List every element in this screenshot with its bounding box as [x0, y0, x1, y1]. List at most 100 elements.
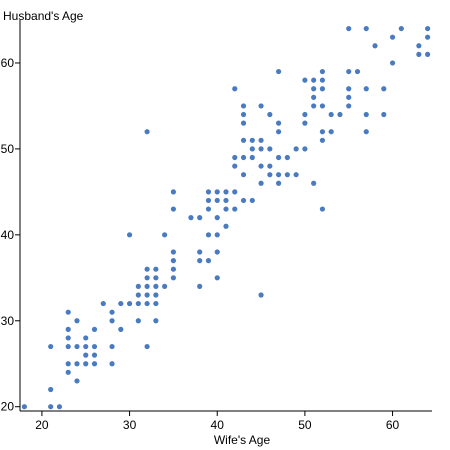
data-point	[83, 335, 89, 341]
data-point	[258, 137, 264, 143]
data-point	[214, 215, 220, 221]
x-tick-label: 40	[211, 418, 225, 432]
data-point	[91, 343, 98, 350]
data-point	[258, 292, 264, 298]
data-point	[170, 258, 177, 264]
y-tick-label: 60	[1, 56, 15, 70]
data-point	[425, 25, 431, 32]
data-point	[144, 283, 150, 289]
data-point	[109, 318, 115, 324]
data-point	[100, 300, 106, 307]
data-point	[214, 275, 220, 281]
data-point	[319, 77, 326, 83]
data-point	[126, 232, 133, 238]
data-point	[275, 180, 282, 186]
data-point	[109, 361, 115, 367]
data-point	[311, 103, 317, 109]
data-point	[48, 404, 54, 410]
data-point	[232, 86, 238, 92]
data-point	[91, 361, 98, 367]
data-point	[389, 60, 396, 66]
data-point	[214, 249, 220, 255]
x-tick-label: 50	[298, 418, 312, 432]
x-tick-label: 60	[386, 418, 400, 432]
data-point	[258, 103, 264, 109]
data-point	[162, 232, 168, 238]
data-point	[109, 343, 115, 350]
data-point	[363, 86, 369, 92]
data-point	[135, 292, 141, 298]
data-point	[319, 206, 326, 212]
data-point	[311, 77, 317, 83]
data-point	[363, 25, 369, 32]
data-point	[302, 77, 308, 83]
data-point	[275, 172, 282, 178]
x-tick-label: 20	[35, 418, 49, 432]
data-point	[354, 68, 361, 75]
data-point	[293, 172, 299, 178]
y-ticks: 20 30 40 50 60	[1, 56, 20, 414]
data-point	[74, 318, 80, 324]
data-point	[249, 154, 255, 161]
data-point	[275, 129, 282, 135]
data-point	[214, 189, 220, 195]
data-point	[48, 386, 54, 393]
data-point	[232, 163, 238, 169]
data-point	[170, 266, 177, 272]
data-point	[153, 266, 159, 272]
data-point	[363, 129, 369, 135]
data-point	[188, 215, 194, 221]
data-point	[319, 103, 326, 109]
data-point	[83, 361, 89, 367]
data-point	[170, 189, 177, 195]
data-point	[65, 309, 71, 315]
y-tick-label: 50	[1, 142, 15, 156]
data-point	[346, 103, 352, 109]
data-point	[83, 352, 89, 358]
data-point	[74, 378, 80, 384]
data-point	[425, 51, 431, 57]
data-point	[205, 258, 212, 264]
data-point	[65, 369, 71, 375]
data-point	[232, 154, 238, 161]
data-point	[223, 223, 229, 229]
data-point	[284, 154, 290, 161]
data-point	[153, 318, 159, 324]
data-point	[197, 249, 203, 255]
data-point	[416, 51, 422, 57]
data-point	[302, 146, 308, 152]
data-point	[416, 43, 422, 49]
data-point	[258, 163, 264, 169]
data-point	[170, 275, 177, 281]
data-point	[214, 197, 220, 204]
data-point	[346, 68, 352, 75]
data-point	[205, 197, 212, 204]
data-point	[319, 129, 326, 135]
data-point	[153, 300, 159, 307]
y-axis-title: Husband's Age	[3, 9, 84, 23]
data-point	[346, 94, 352, 100]
data-point	[170, 249, 177, 255]
data-point	[83, 343, 89, 350]
data-point	[126, 300, 133, 307]
data-point	[56, 404, 63, 410]
data-point	[311, 86, 317, 92]
x-tick-label: 30	[123, 418, 137, 432]
data-point	[153, 292, 159, 298]
data-point	[284, 172, 290, 178]
data-point	[232, 206, 238, 212]
data-point	[135, 283, 141, 289]
data-point	[258, 180, 264, 186]
data-point	[249, 146, 255, 152]
data-point	[240, 172, 247, 178]
data-point	[232, 189, 238, 195]
data-point	[240, 197, 247, 204]
data-point	[389, 34, 396, 40]
data-point	[74, 361, 80, 367]
data-point	[267, 111, 273, 118]
data-point	[21, 404, 27, 410]
data-point	[372, 43, 378, 49]
data-point	[293, 146, 299, 152]
data-point	[109, 309, 115, 315]
data-point	[214, 232, 220, 238]
